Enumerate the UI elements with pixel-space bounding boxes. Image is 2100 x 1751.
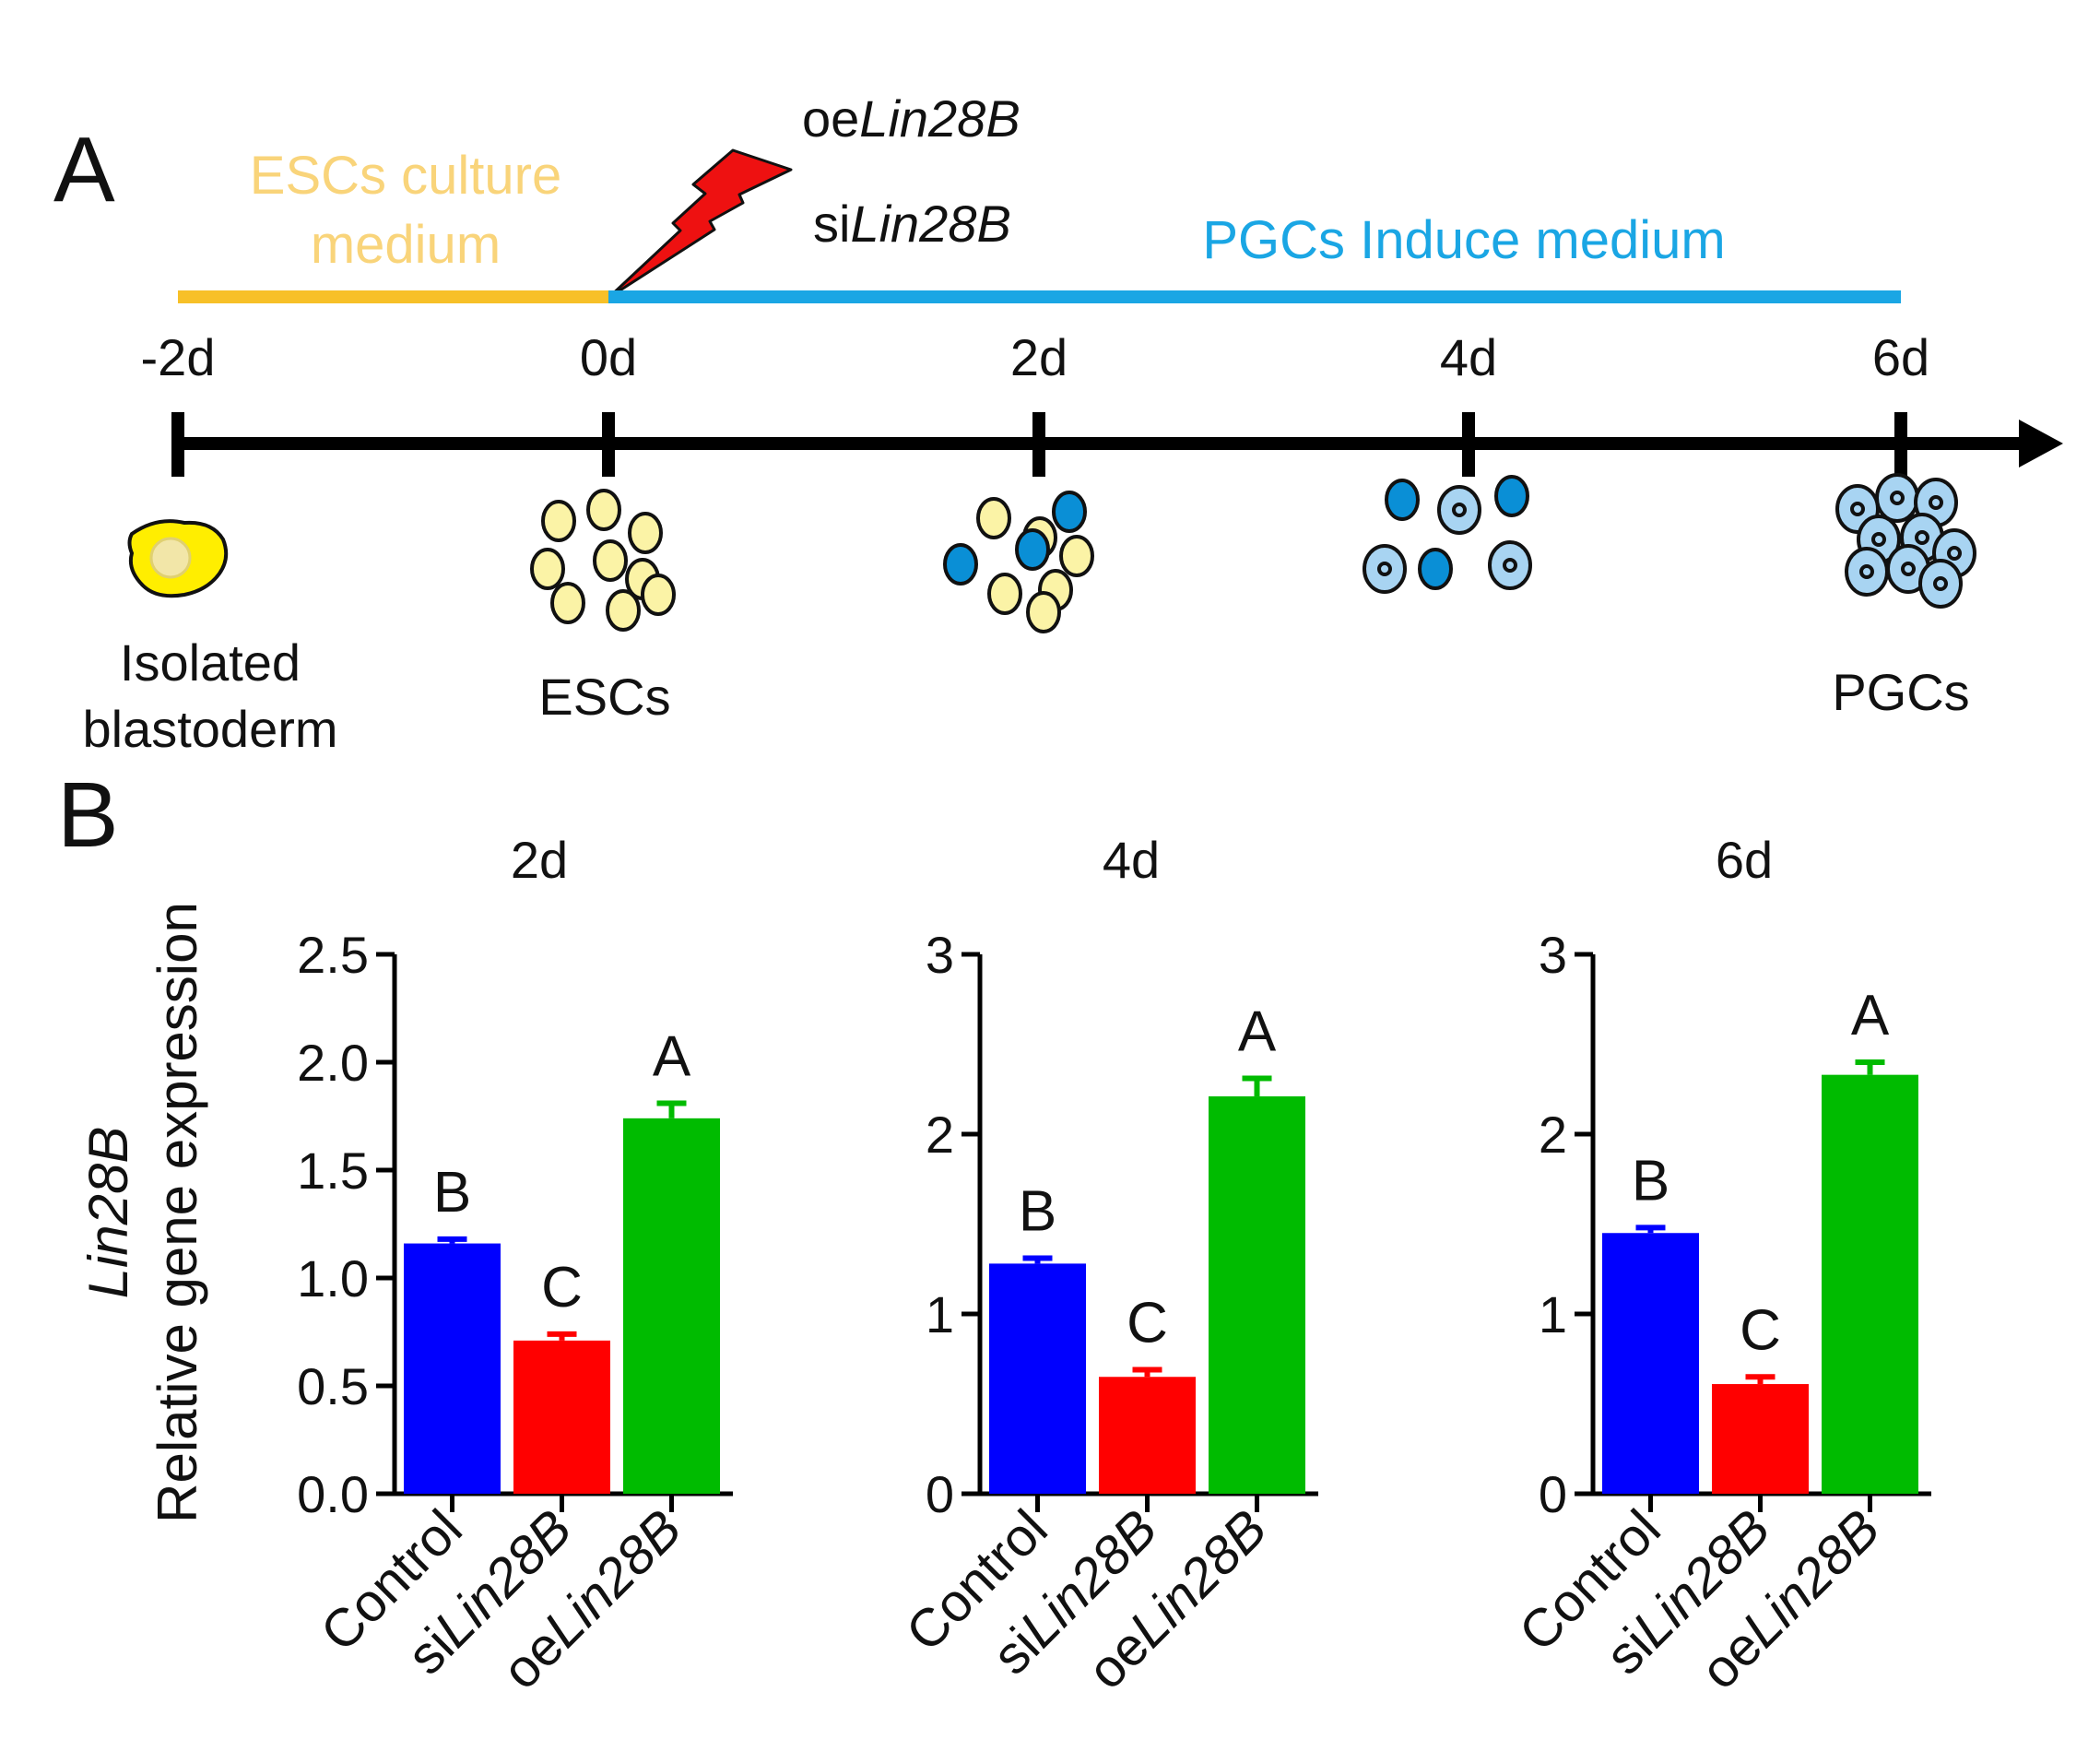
- bar-Control: [404, 1243, 501, 1494]
- significance-letter: B: [433, 1161, 471, 1225]
- y-tick-label: 1.5: [297, 1142, 369, 1200]
- panel-a: A ESCs culture medium PGCs Induce medium…: [53, 89, 2063, 758]
- day-label: 6d: [1872, 328, 1929, 386]
- day-label: 4d: [1440, 328, 1497, 386]
- treatment-si-prefix: si: [813, 195, 850, 253]
- lightning-bolt-icon: [607, 148, 793, 300]
- bar-oeLin28B: [1822, 1074, 1918, 1494]
- day-label: -2d: [141, 328, 216, 386]
- esc-medium-label-line1: ESCs culture: [250, 146, 561, 206]
- y-axis-label-gene: Lin28B: [77, 1127, 139, 1299]
- panel-a-label: A: [53, 118, 115, 221]
- stage-label-escs: ESCs: [538, 668, 670, 726]
- escs-cluster-icon: [530, 489, 676, 632]
- treatment-si-label: siLin28B: [813, 195, 1011, 253]
- bar-siLin28B: [513, 1340, 610, 1494]
- treatment-oe-label: oeLin28B: [802, 89, 1021, 148]
- day-label: 0d: [580, 328, 637, 386]
- treatment-oe-prefix: oe: [802, 89, 859, 148]
- esc-medium-label-line2: medium: [311, 215, 501, 275]
- y-tick-label: 1: [1539, 1285, 1567, 1343]
- treatment-oe-gene: Lin28B: [859, 89, 1020, 148]
- treatment-si-gene: Lin28B: [850, 195, 1010, 253]
- pgc-medium-label: PGCs Induce medium: [1202, 210, 1725, 270]
- bar-oeLin28B: [623, 1118, 720, 1494]
- y-tick-label: 2.0: [297, 1034, 369, 1092]
- y-tick-label: 0.0: [297, 1465, 369, 1523]
- stage-label-pgcs: PGCs: [1832, 663, 1969, 721]
- bar-siLin28B: [1099, 1377, 1196, 1494]
- significance-letter: C: [541, 1256, 583, 1319]
- bar-Control: [1602, 1233, 1699, 1494]
- significance-letter: C: [1740, 1298, 1781, 1362]
- chart-title: 6d: [1716, 831, 1773, 889]
- significance-letter: A: [1238, 1000, 1277, 1064]
- chart-2d: 2d0.00.51.01.52.02.5BControlCsiLin28BAoe…: [297, 831, 733, 1701]
- significance-letter: C: [1127, 1291, 1168, 1355]
- y-tick-label: 0: [926, 1465, 954, 1523]
- day-label: 2d: [1010, 328, 1068, 386]
- stage-label-blastoderm: blastoderm: [82, 700, 337, 758]
- significance-letter: B: [1019, 1180, 1056, 1244]
- bar-Control: [989, 1263, 1086, 1494]
- y-tick-label: 3: [1539, 926, 1567, 984]
- panel-b: B Lin28B Relative gene expression 2d 0.0 0…: [57, 763, 1931, 1701]
- bar-oeLin28B: [1209, 1096, 1305, 1494]
- bar-siLin28B: [1712, 1384, 1809, 1494]
- y-tick-label: 0.5: [297, 1357, 369, 1415]
- panel-b-label: B: [57, 763, 119, 867]
- y-tick-label: 1: [926, 1285, 954, 1343]
- y-tick-label: 2: [1539, 1106, 1567, 1164]
- y-tick-label: 2: [926, 1106, 954, 1164]
- chart-title: 4d: [1103, 831, 1160, 889]
- significance-letter: A: [1851, 984, 1890, 1047]
- y-tick-label: 0: [1539, 1465, 1567, 1523]
- y-axis-label-text: Relative gene expression: [147, 902, 208, 1523]
- stage-label-isolated: Isolated: [120, 633, 301, 692]
- pgcs-cluster-icon: [1835, 473, 1976, 609]
- y-tick-label: 3: [926, 926, 954, 984]
- y-tick-label: 1.0: [297, 1249, 369, 1307]
- bar-charts: 2d0.00.51.01.52.02.5BControlCsiLin28BAoe…: [297, 831, 1931, 1701]
- day4-cluster-icon: [1363, 475, 1532, 594]
- chart-title: 2d: [511, 831, 568, 889]
- pgc-medium-text: PGCs Induce medium: [1202, 210, 1725, 270]
- blastoderm-icon: [127, 519, 229, 598]
- y-tick-label: 2.5: [297, 926, 369, 984]
- timeline-arrowhead-icon: [2019, 420, 2063, 467]
- significance-letter: B: [1632, 1149, 1669, 1213]
- significance-letter: A: [653, 1024, 691, 1088]
- day2-cluster-icon: [943, 491, 1094, 633]
